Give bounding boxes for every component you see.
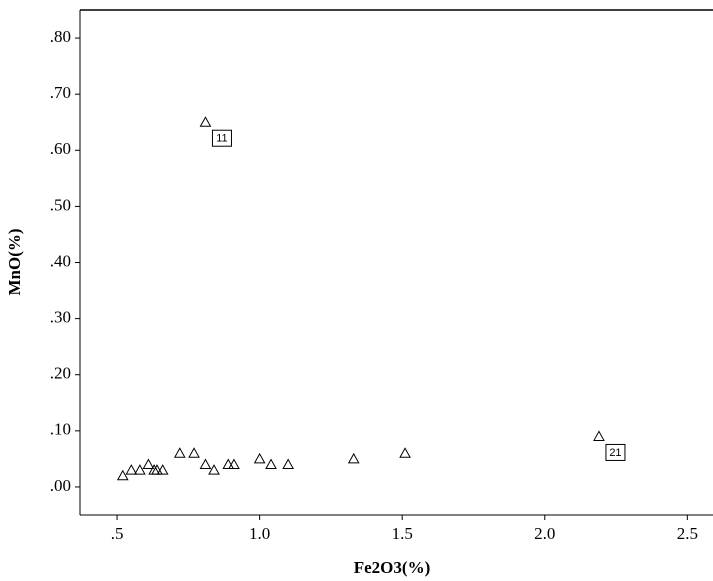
point <box>265 458 277 469</box>
annotation: 11 <box>216 133 227 145</box>
x-tick-label: .5 <box>111 524 124 543</box>
annotation: 21 <box>609 447 621 459</box>
point <box>399 447 411 458</box>
y-tick-label: .60 <box>50 139 71 158</box>
point <box>142 458 155 469</box>
y-tick-label: .20 <box>50 364 71 383</box>
x-axis-title: Fe2O3(%) <box>354 558 430 577</box>
annotation-box <box>211 129 232 147</box>
point <box>282 458 294 469</box>
point <box>116 469 129 481</box>
point <box>222 458 235 469</box>
point <box>156 464 169 475</box>
x-tick-label: 1.0 <box>249 524 270 543</box>
y-tick-label: .80 <box>50 27 71 46</box>
y-tick-label: .50 <box>50 195 71 214</box>
point <box>188 447 200 458</box>
point <box>134 464 146 475</box>
y-axis-title: MnO(%) <box>5 228 24 295</box>
y-tick-label: .00 <box>50 476 71 495</box>
point <box>593 430 605 441</box>
point <box>199 458 212 469</box>
point <box>208 464 220 475</box>
y-tick-label: .30 <box>50 308 71 327</box>
point <box>173 447 186 458</box>
y-tick-label: .40 <box>50 251 71 270</box>
point <box>228 458 240 469</box>
y-tick-label: .70 <box>50 83 71 102</box>
point <box>347 452 360 464</box>
x-tick-label: 2.0 <box>534 524 555 543</box>
point <box>151 464 163 475</box>
x-tick-label: 2.5 <box>677 524 698 543</box>
point <box>253 452 266 464</box>
point <box>125 464 138 475</box>
y-tick-label: .10 <box>50 420 71 439</box>
point <box>199 116 212 127</box>
x-tick-label: 1.5 <box>392 524 413 543</box>
annotation-box <box>605 443 626 461</box>
